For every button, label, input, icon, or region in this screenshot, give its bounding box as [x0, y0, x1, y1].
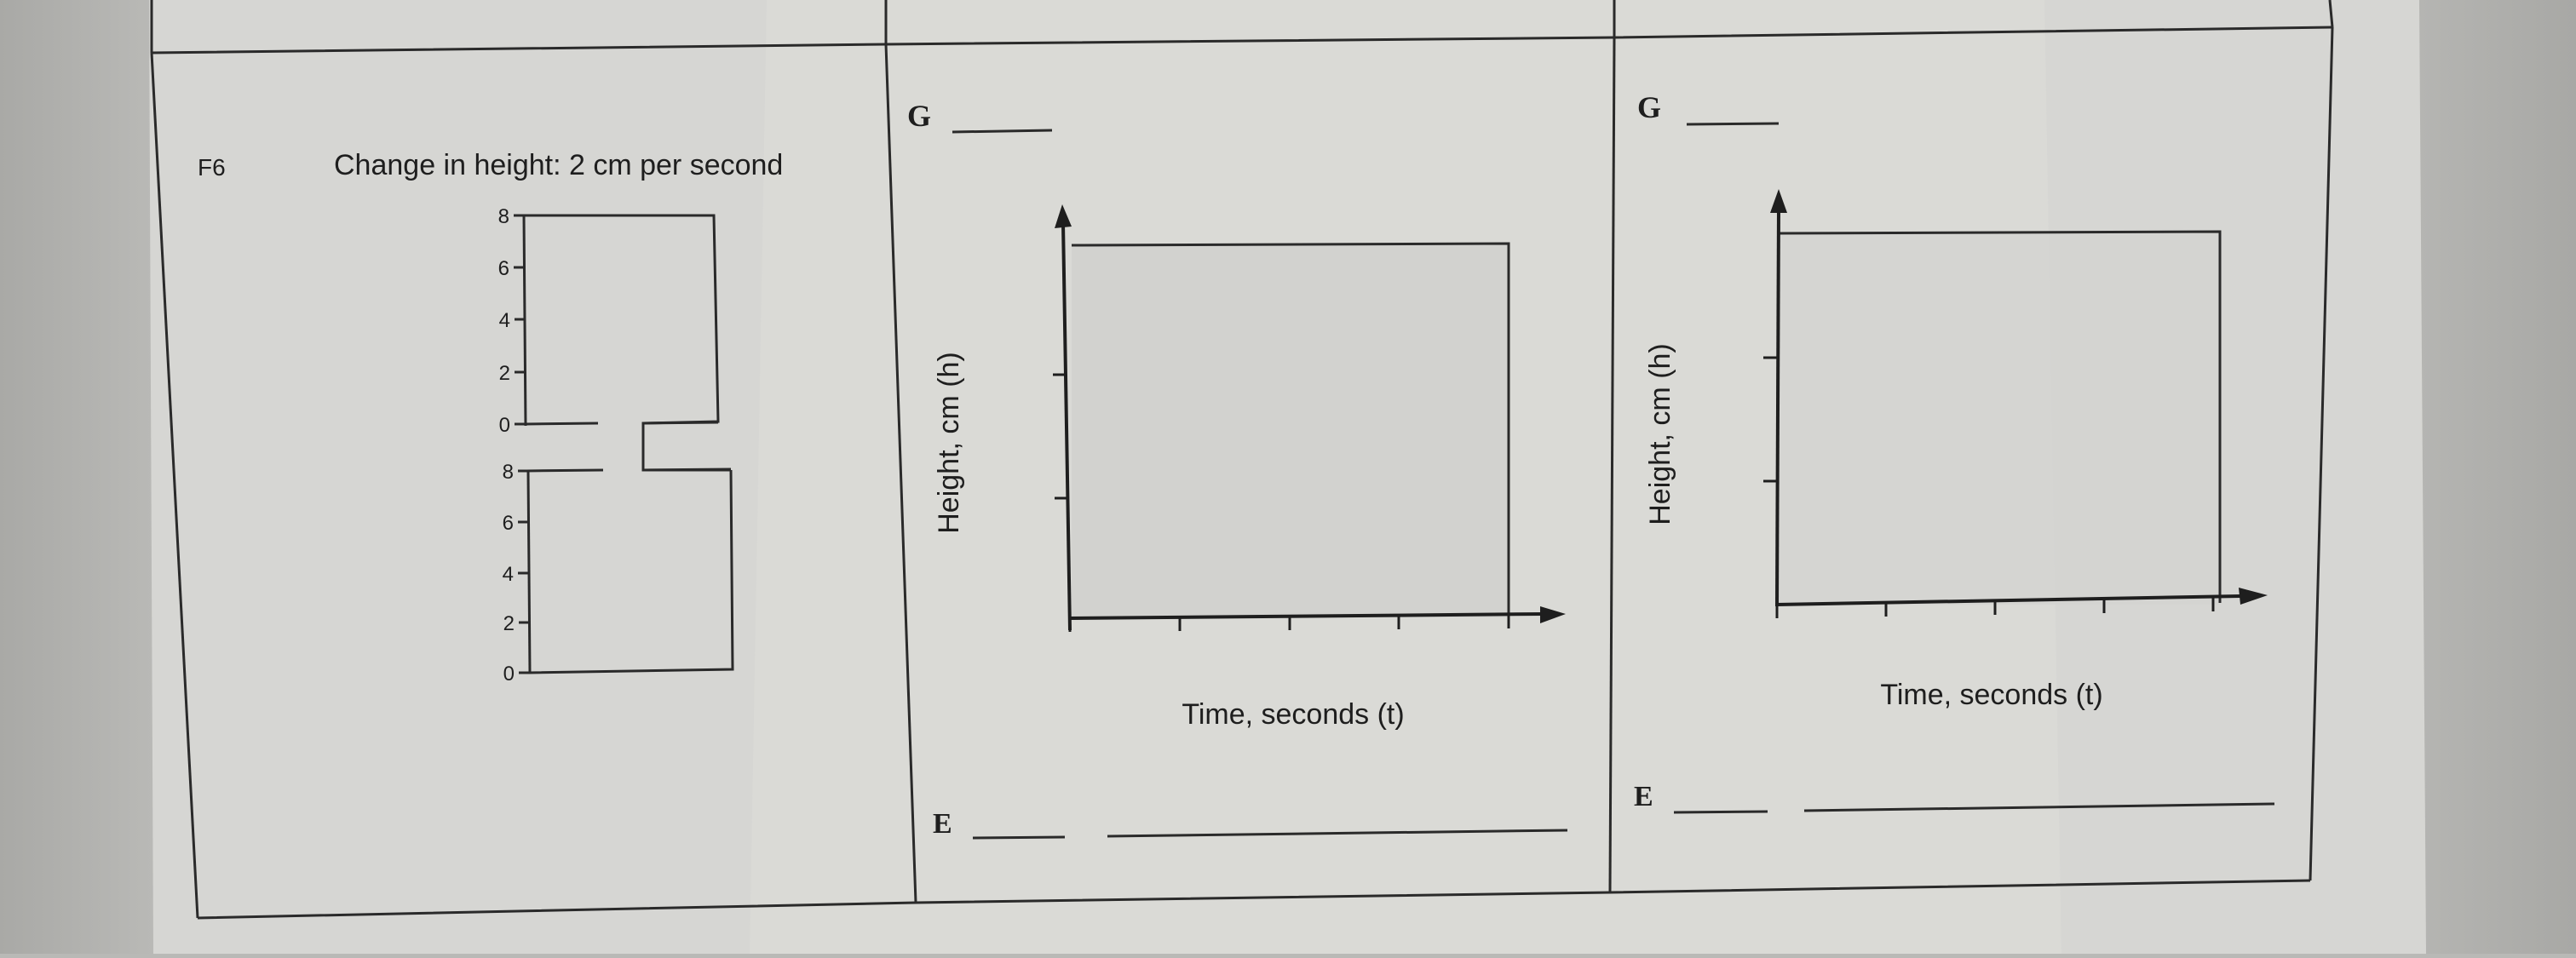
e-answer-line[interactable] — [972, 835, 1066, 840]
container-diagram — [514, 214, 734, 674]
tick-label: 8 — [498, 205, 509, 228]
y-axis-label: Height, cm (h) — [1644, 343, 1676, 525]
problem-description: Change in height: 2 cm per second — [334, 149, 783, 181]
worksheet-table — [150, 26, 2334, 920]
bottom-container-ticks: 8 6 4 2 0 — [503, 461, 515, 686]
x-axis-label: Time, seconds (t) — [1182, 698, 1404, 731]
tick-label: 6 — [503, 512, 514, 535]
graph-1-y-axis — [1061, 222, 1072, 631]
upper-row-lines — [150, 0, 2334, 53]
top-container-base — [525, 422, 599, 426]
graph-1-y-arrow — [1055, 204, 1072, 228]
graph-2-x-axis — [1776, 594, 2241, 606]
graph-2-frame — [1778, 230, 2222, 603]
tick-label: 0 — [503, 663, 515, 686]
e-explanation-line[interactable] — [1107, 829, 1568, 838]
tick-label: 4 — [499, 309, 510, 332]
tick-label: 2 — [499, 362, 510, 385]
tick-label: 8 — [503, 461, 514, 484]
bottom-container-outline-right — [529, 469, 734, 674]
graph-2-plot-area — [1779, 233, 2220, 605]
x-axis-label: Time, seconds (t) — [1880, 679, 2102, 711]
graph-1-plot-area — [1072, 245, 1509, 617]
g-label: G — [1637, 90, 1661, 124]
connector-neck-top — [642, 421, 719, 425]
tick-label: 4 — [503, 563, 514, 586]
graph-1: G Height, cm (h) Time, seconds (t) E — [907, 99, 1568, 840]
graph-1-x-axis — [1069, 612, 1544, 620]
problem-label: F6 — [198, 154, 226, 181]
e-explanation-line[interactable] — [1803, 802, 2275, 812]
tick-label: 6 — [498, 257, 509, 280]
tick-label: 2 — [503, 612, 515, 635]
graph-1-x-arrow — [1540, 606, 1566, 623]
graph-1-frame — [1071, 242, 1510, 617]
g-answer-line[interactable] — [1686, 122, 1780, 126]
graph-2-y-arrow — [1770, 189, 1787, 213]
e-label: E — [933, 808, 952, 840]
g-answer-line[interactable] — [952, 129, 1053, 134]
tick-label: 0 — [499, 414, 510, 437]
g-label: G — [907, 99, 931, 133]
graph-2-y-axis — [1775, 208, 1780, 607]
graph-2-x-arrow — [2239, 588, 2268, 605]
e-label: E — [1634, 781, 1653, 812]
top-container-ticks: 8 6 4 2 0 — [498, 205, 510, 437]
bottom-container-outline — [526, 468, 604, 473]
y-axis-label: Height, cm (h) — [933, 352, 965, 534]
graph-2: G Height, cm (h) Time, seconds (t) E — [1634, 90, 2275, 814]
connector-neck-bottom — [642, 468, 732, 472]
